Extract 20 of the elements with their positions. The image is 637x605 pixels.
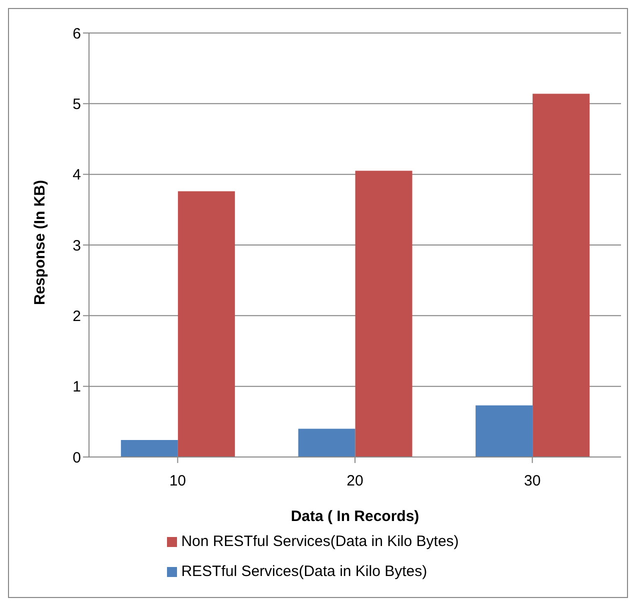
- y-tick-label: 0: [72, 449, 81, 466]
- bar: [355, 170, 412, 457]
- legend-label: Non RESTful Services(Data in Kilo Bytes): [181, 533, 459, 550]
- y-tick-label: 6: [72, 25, 81, 42]
- y-axis-title: Response (In KB): [31, 180, 48, 305]
- bar: [476, 405, 533, 457]
- y-tick-label: 1: [72, 378, 81, 396]
- x-axis-title: Data ( In Records): [290, 508, 420, 525]
- bar: [298, 428, 356, 457]
- bar: [178, 191, 235, 457]
- bar: [120, 440, 178, 457]
- x-tick-label: 30: [524, 472, 541, 490]
- bar: [532, 94, 590, 457]
- x-tick-label: 20: [346, 472, 364, 490]
- x-tick-label: 10: [169, 472, 186, 490]
- legend-label: RESTful Services(Data in Kilo Bytes): [181, 563, 428, 580]
- y-tick-label: 3: [72, 237, 81, 254]
- y-tick-label: 5: [72, 96, 81, 113]
- y-tick-label: 4: [72, 166, 81, 184]
- y-tick-label: 2: [72, 308, 81, 325]
